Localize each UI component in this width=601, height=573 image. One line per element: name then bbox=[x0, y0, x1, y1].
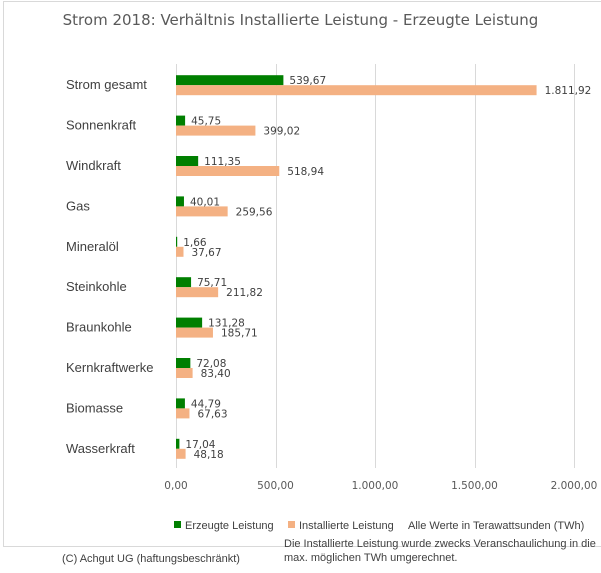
category-label: Windkraft bbox=[66, 158, 121, 173]
bar-erzeugte bbox=[176, 317, 203, 328]
legend-item-installierte: Installierte Leistung bbox=[288, 520, 394, 532]
bar-installierte bbox=[176, 368, 193, 378]
data-label: 1.811,92 bbox=[545, 85, 592, 97]
bar-installierte bbox=[176, 327, 213, 338]
bar-erzeugte bbox=[176, 398, 185, 409]
x-tick-label: 1.500,00 bbox=[451, 480, 498, 492]
bar-erzeugte bbox=[176, 75, 284, 86]
bar-erzeugte bbox=[176, 358, 191, 368]
footnote: Die Installierte Leistung wurde zwecks V… bbox=[284, 538, 596, 564]
data-label: 40,01 bbox=[190, 196, 220, 208]
bar-installierte bbox=[176, 166, 280, 176]
bar-erzeugte bbox=[176, 115, 186, 126]
data-label: 539,67 bbox=[289, 75, 326, 87]
data-label: 185,71 bbox=[221, 328, 258, 340]
data-label: 44,79 bbox=[191, 398, 221, 410]
data-label: 83,40 bbox=[201, 368, 231, 380]
bar-installierte bbox=[176, 408, 190, 419]
legend-item-erzeugte: Erzeugte Leistung bbox=[174, 520, 274, 532]
data-label: 131,28 bbox=[208, 318, 245, 330]
bar-installierte bbox=[176, 85, 537, 96]
x-tick-label: 500,00 bbox=[257, 480, 294, 492]
category-label: Kernkraftwerke bbox=[66, 360, 153, 375]
data-label: 45,75 bbox=[191, 116, 221, 128]
chart-frame bbox=[3, 1, 601, 547]
x-tick-label: 1.000,00 bbox=[352, 480, 399, 492]
legend-swatch-installierte bbox=[288, 521, 295, 528]
category-label: Gas bbox=[66, 198, 90, 213]
bar-installierte bbox=[176, 448, 186, 459]
category-label: Strom gesamt bbox=[66, 77, 147, 92]
bar-installierte bbox=[176, 206, 228, 217]
legend-label-installierte: Installierte Leistung bbox=[299, 520, 394, 532]
bar-installierte bbox=[176, 287, 219, 298]
unit-note: Alle Werte in Terawattsunden (TWh) bbox=[408, 520, 585, 532]
category-label: Biomasse bbox=[66, 400, 123, 415]
data-label: 72,08 bbox=[196, 358, 226, 370]
bar-erzeugte bbox=[176, 156, 199, 166]
bar-erzeugte bbox=[176, 236, 178, 247]
data-label: 111,35 bbox=[204, 156, 241, 168]
category-label: Mineralöl bbox=[66, 239, 119, 254]
data-label: 211,82 bbox=[226, 287, 263, 299]
data-label: 37,67 bbox=[191, 247, 221, 259]
data-label: 75,71 bbox=[197, 277, 227, 289]
bar-installierte bbox=[176, 246, 184, 257]
category-label: Steinkohle bbox=[66, 279, 127, 294]
data-label: 1,66 bbox=[183, 237, 207, 249]
bar-erzeugte bbox=[176, 277, 192, 288]
legend-swatch-erzeugte bbox=[174, 521, 181, 528]
data-label: 259,56 bbox=[236, 206, 273, 218]
category-label: Wasserkraft bbox=[66, 441, 135, 456]
category-label: Braunkohle bbox=[66, 320, 132, 335]
category-label: Sonnenkraft bbox=[66, 118, 136, 133]
data-label: 518,94 bbox=[287, 166, 324, 178]
data-label: 48,18 bbox=[194, 449, 224, 461]
data-label: 399,02 bbox=[263, 126, 300, 138]
bar-installierte bbox=[176, 125, 256, 136]
bar-erzeugte bbox=[176, 196, 184, 207]
x-tick-label: 0,00 bbox=[164, 480, 187, 492]
data-label: 17,04 bbox=[185, 439, 215, 451]
copyright: (C) Achgut UG (haftungsbeschränkt) bbox=[62, 553, 240, 565]
x-tick-label: 2.000,00 bbox=[551, 480, 598, 492]
legend-label-erzeugte: Erzeugte Leistung bbox=[185, 520, 274, 532]
bar-erzeugte bbox=[176, 438, 180, 449]
data-label: 67,63 bbox=[197, 408, 227, 420]
chart-title: Strom 2018: Verhältnis Installierte Leis… bbox=[62, 11, 539, 29]
